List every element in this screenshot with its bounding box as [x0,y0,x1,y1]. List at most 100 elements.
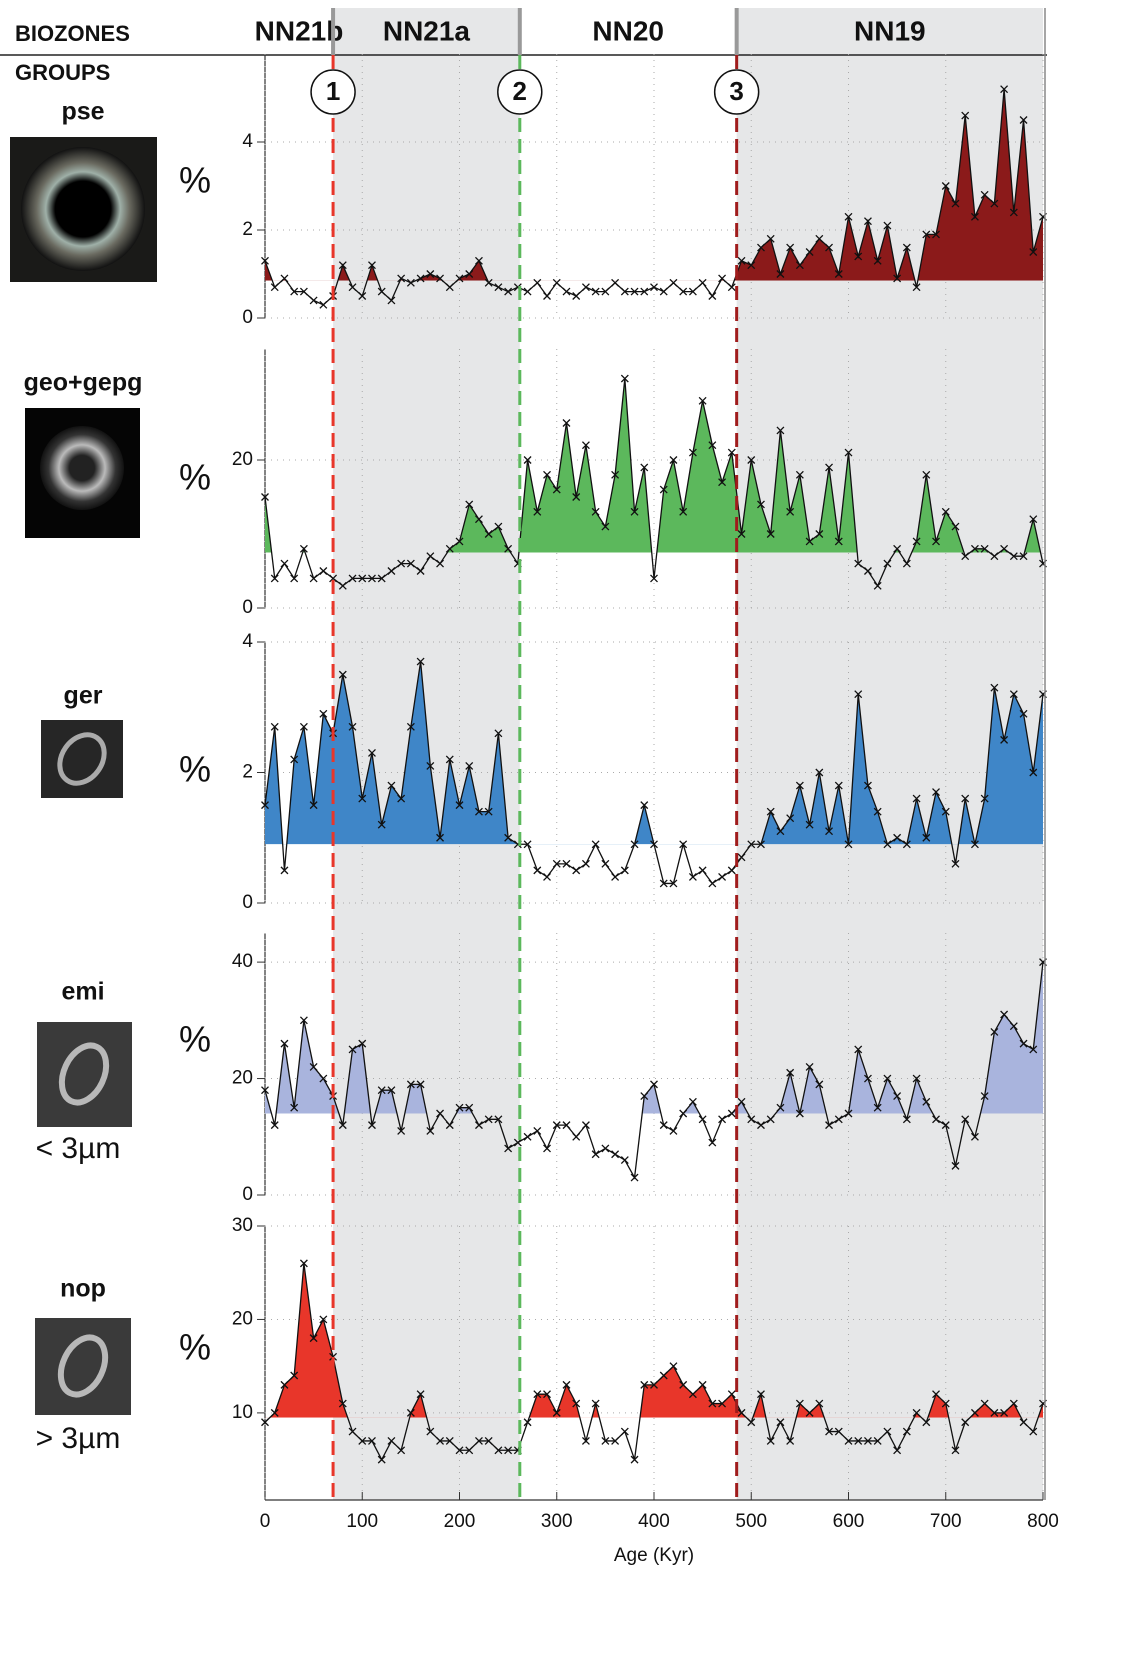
marker [727,866,736,875]
x-axis-label: Age (Kyr) [614,1545,694,1566]
marker [290,1371,299,1380]
marker [484,1436,493,1445]
marker [436,559,445,568]
marker [591,1150,600,1159]
marker [368,1436,376,1445]
marker [834,270,843,278]
marker [504,1446,513,1455]
marker [863,1074,872,1083]
marker [873,807,882,816]
marker [757,500,765,509]
marker [669,456,678,464]
marker [805,1062,814,1071]
marker [863,217,872,226]
marker [1029,248,1038,256]
event-label: 2 [513,76,527,106]
marker [1009,552,1018,561]
thumbnail [35,1318,131,1415]
event-label: 1 [326,76,340,106]
marker [562,859,571,868]
marker [698,278,707,287]
marker [1000,544,1009,553]
marker [757,840,765,849]
group-label: nop [60,1275,106,1303]
marker [368,1121,376,1130]
marker [280,1039,289,1048]
marker [815,768,824,777]
marker [562,419,571,427]
marker [465,762,474,770]
size-label: > 3µm [36,1422,121,1455]
marker [358,794,367,803]
marker [650,283,658,292]
marker [718,478,727,487]
marker [299,544,308,553]
marker [786,814,795,823]
marker [795,470,804,479]
marker [484,278,493,287]
marker [416,1390,425,1399]
marker [679,507,688,516]
marker [932,1390,940,1399]
marker [747,456,756,464]
marker [552,1121,561,1130]
marker [776,1103,785,1112]
marker [309,1062,318,1071]
marker [786,507,795,516]
marker [552,485,561,494]
marker [290,574,299,583]
marker [786,1436,795,1445]
marker [1009,690,1018,699]
thumbnail [41,720,123,798]
marker [912,537,921,546]
marker [883,1427,892,1436]
marker [630,1173,639,1182]
marker [290,1103,299,1112]
marker [650,840,658,849]
marker [718,872,727,881]
marker [280,1380,289,1389]
marker [727,1109,736,1118]
marker [484,807,493,816]
marker [688,287,697,296]
marker [377,1455,386,1464]
marker [611,470,620,479]
marker [348,1045,357,1054]
marker [620,287,629,296]
marker [747,840,756,849]
marker [348,722,357,731]
marker [737,1097,746,1106]
marker [562,1380,571,1389]
marker [941,507,950,516]
marker [1019,1039,1028,1048]
marker [611,872,620,881]
marker [688,1097,697,1106]
marker [922,1418,931,1427]
marker [941,1121,950,1130]
marker [640,1380,649,1389]
marker [387,296,396,305]
marker [708,1138,717,1147]
marker [455,537,464,546]
event-label: 3 [729,76,743,106]
marker [679,287,688,296]
marker [426,1427,435,1436]
marker [766,530,775,538]
marker [922,833,931,842]
marker [611,278,620,287]
marker [290,287,299,296]
marker [348,1427,357,1436]
marker [698,396,707,405]
marker [533,1390,542,1399]
thumbnail-shape [21,147,145,271]
marker [504,544,513,553]
marker [970,1132,979,1141]
marker [776,827,785,836]
marker [688,1390,697,1399]
marker [679,1380,688,1389]
marker [659,287,668,296]
marker [533,866,542,875]
marker [591,287,600,296]
marker [708,879,717,888]
y-axis-label: % [179,160,211,201]
